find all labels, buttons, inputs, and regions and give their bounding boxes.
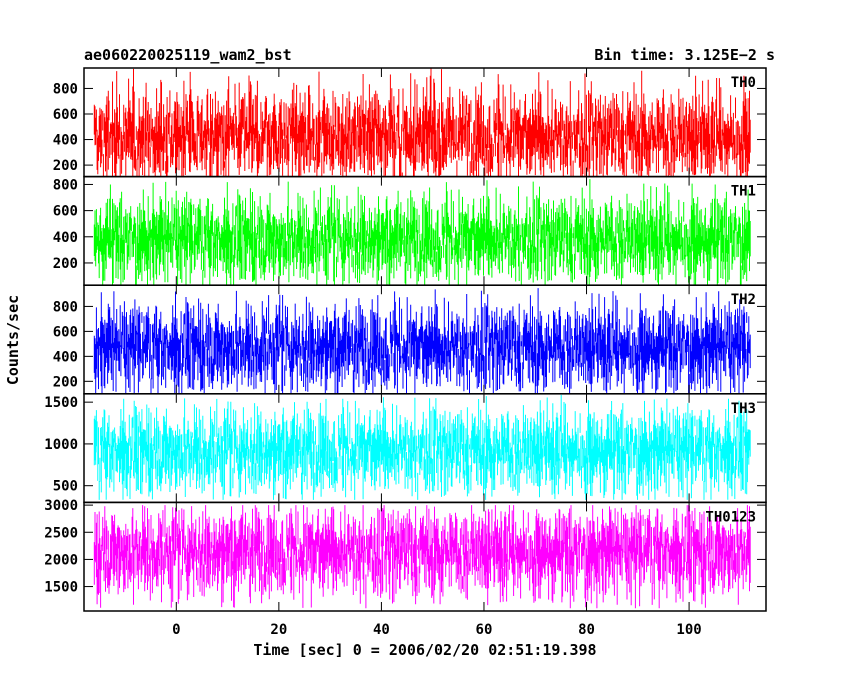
x-tick-label: 60 xyxy=(476,622,493,638)
x-axis-label: Time [sec] 0 = 2006/02/20 02:51:19.398 xyxy=(253,641,596,659)
y-tick-label: 800 xyxy=(53,81,78,97)
panel-th3: 500 1000 1500 TH3 xyxy=(44,393,767,504)
y-tick-label: 200 xyxy=(53,374,78,390)
y-tick-label: 400 xyxy=(53,349,78,365)
y-tick-label: 400 xyxy=(53,133,78,149)
x-tick-label: 100 xyxy=(676,622,701,638)
y-tick-label: 1000 xyxy=(44,437,78,453)
y-tick-label: 800 xyxy=(53,177,78,193)
y-tick-label: 600 xyxy=(53,324,78,340)
y-tick-label: 2500 xyxy=(44,525,78,541)
y-tick-label: 1500 xyxy=(44,395,78,411)
panel-label-th2: TH2 xyxy=(731,292,756,308)
series-th2-line xyxy=(93,288,751,394)
panel-label-th0123: TH0123 xyxy=(705,509,756,525)
panel-th2: 200 400 600 800 TH2 xyxy=(53,284,767,395)
panel-th0: 200 400 600 800 TH0 xyxy=(53,67,767,178)
y-tick-label: 500 xyxy=(53,479,78,495)
x-tick-label: 0 xyxy=(172,622,180,638)
y-tick-label: 3000 xyxy=(44,498,78,514)
left-title: ae060220025119_wam2_bst xyxy=(84,46,292,64)
y-tick-label: 1500 xyxy=(44,580,78,596)
series-th1-line xyxy=(93,179,751,286)
y-tick-label: 200 xyxy=(53,158,78,174)
series-th0123-line xyxy=(93,505,751,609)
panel-th0123: 1500 2000 2500 3000 TH0123 xyxy=(44,498,767,612)
series-th0-line xyxy=(93,68,751,177)
y-tick-label: 600 xyxy=(53,107,78,123)
y-axis-label: Counts/sec xyxy=(4,295,22,385)
panel-th1: 200 400 600 800 TH1 xyxy=(53,175,767,286)
x-tick-label: 20 xyxy=(270,622,287,638)
y-tick-label: 600 xyxy=(53,204,78,220)
y-tick-label: 800 xyxy=(53,299,78,315)
bin-time-label: Bin time: 3.125E−2 s xyxy=(594,46,775,64)
x-tick-label: 40 xyxy=(373,622,390,638)
x-tick-label: 80 xyxy=(578,622,595,638)
panel-label-th0: TH0 xyxy=(731,75,756,91)
y-tick-label: 200 xyxy=(53,256,78,272)
panel-label-th1: TH1 xyxy=(731,184,756,200)
panel-frame xyxy=(83,501,767,612)
series-th3-line xyxy=(93,394,751,500)
y-tick-label: 400 xyxy=(53,230,78,246)
y-tick-label: 2000 xyxy=(44,552,78,568)
panel-label-th3: TH3 xyxy=(731,401,756,417)
